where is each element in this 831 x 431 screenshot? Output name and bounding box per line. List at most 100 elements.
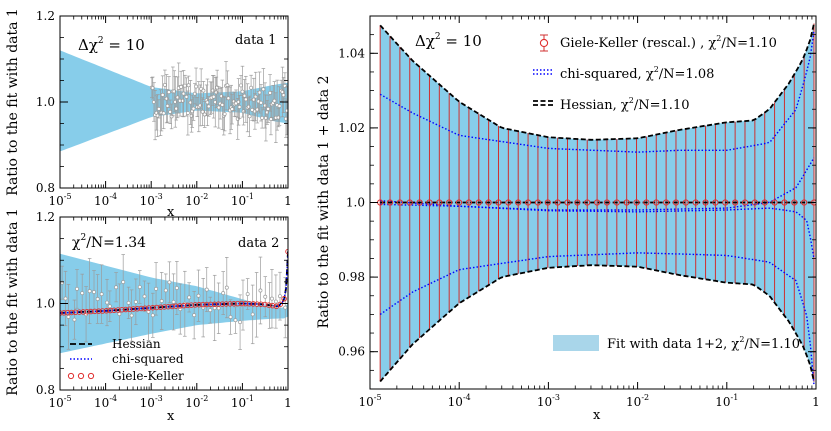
tl-y-tick-label: 1.2	[36, 9, 55, 23]
bl-gk-point	[92, 308, 98, 315]
r-chi-line	[380, 157, 815, 211]
r-gk-point	[682, 199, 689, 206]
bl-gk-point	[161, 304, 168, 310]
tl-data-point	[285, 108, 288, 113]
r-legend-band-swatch	[553, 335, 599, 351]
r-gk-point	[643, 199, 650, 206]
bl-data-point	[233, 318, 238, 323]
r-legend: Giele-Keller (rescal.) , χ2/N=1.10 chi-s…	[533, 34, 800, 352]
bl-gk-point	[281, 296, 287, 302]
r-gk-point	[653, 199, 660, 206]
bl-plot-area	[60, 248, 288, 354]
r-gk-point	[791, 199, 798, 206]
bl-data-point	[63, 296, 68, 301]
bl-x-axis-label: x	[167, 409, 175, 424]
bl-data-point	[187, 295, 192, 300]
bl-data-point	[107, 304, 112, 309]
r-x-tick-label: 10-5	[358, 393, 381, 409]
bl-data-point	[159, 299, 164, 303]
tl-dataset-label: data 1	[235, 33, 276, 48]
tl-y-axis-label: Ratio to the fit with data 1	[5, 8, 21, 196]
bl-data-point	[204, 287, 209, 292]
tl-data-point	[182, 83, 187, 88]
tl-x-tick-label: 10-3	[140, 192, 163, 208]
r-hessian-upper-line	[379, 23, 815, 141]
tl-delta-label: Δχ2 = 10	[78, 36, 145, 54]
tl-data-point	[239, 83, 243, 88]
bl-gk-point	[180, 302, 187, 309]
bl-gk-point	[265, 302, 272, 308]
bl-gk-point	[72, 309, 79, 316]
bl-y-tick-label: 1.2	[36, 210, 55, 224]
bl-chi-label: χ2/N=1.34	[72, 233, 146, 251]
tl-data-point	[259, 100, 263, 105]
r-gk-point	[663, 199, 670, 206]
bl-data-point	[245, 292, 250, 297]
bl-gk-point	[122, 306, 129, 313]
r-chi-line	[379, 252, 815, 386]
bl-data-point	[174, 286, 179, 290]
bl-gk-point	[223, 301, 229, 307]
r-x-tick-label: 10-4	[448, 393, 471, 409]
r-gk-point	[554, 199, 561, 206]
tl-data-point	[266, 106, 271, 111]
r-gk-point	[436, 199, 443, 206]
tl-data-point	[230, 107, 235, 112]
tl-data-point	[215, 85, 220, 90]
r-x-axis-label: x	[593, 408, 601, 423]
bl-gk-point	[126, 306, 133, 313]
bl-data-point	[208, 308, 213, 313]
tl-data-point	[191, 106, 196, 111]
bl-gk-point	[211, 301, 218, 308]
r-gk-point	[781, 199, 788, 206]
bl-data-point	[258, 288, 263, 293]
tl-data-point	[268, 90, 272, 95]
tl-data-point	[201, 88, 206, 93]
bl-x-tick-label: 10-3	[140, 394, 163, 410]
bl-gk-point	[146, 305, 152, 311]
bl-x-tick-label: 10-4	[94, 394, 117, 410]
bl-gk-point	[84, 308, 90, 315]
r-legend-gk-swatch	[539, 34, 549, 52]
r-legend-hessian-label: Hessian, χ2/N=1.10	[560, 96, 689, 113]
tl-x-tick-label: 10-2	[185, 192, 208, 208]
r-x-tick-label: 10-1	[715, 393, 738, 409]
bl-x-tick-label: 10-2	[185, 394, 208, 410]
bl-gk-point	[115, 307, 121, 313]
r-hessian-lower-line	[379, 264, 815, 383]
r-gk-point	[455, 199, 463, 206]
tl-data-point	[161, 111, 166, 116]
bl-y-tick-label: 0.8	[36, 383, 55, 397]
tl-data-point	[237, 105, 242, 109]
bl-data-point	[126, 300, 131, 305]
tl-data-point	[166, 90, 171, 95]
r-chi-line	[379, 30, 815, 153]
r-gk-point	[406, 199, 413, 206]
tl-x-axis-label: x	[167, 205, 175, 220]
bl-data-point	[133, 299, 138, 304]
tl-data-point	[186, 83, 191, 88]
bl-gk-point	[173, 303, 179, 309]
r-y-axis-label: Ratio to the fit with data 1 + data 2	[316, 76, 332, 329]
tl-data-point	[162, 82, 167, 87]
r-gk-point	[475, 199, 482, 206]
bl-gk-point	[130, 306, 137, 312]
bl-data-point	[72, 317, 77, 322]
tl-axes: 10-5 10-4 10-3 10-2 10-1 1 0.8 1.0 1.2	[36, 9, 292, 208]
bl-data-point	[221, 291, 226, 296]
r-legend-chi-swatch	[533, 69, 554, 75]
bl-gk-point	[250, 301, 256, 307]
tl-y-tick-label: 1.0	[36, 95, 55, 109]
r-legend-hessian-swatch	[533, 100, 554, 106]
r-gk-point	[386, 199, 394, 206]
bl-gk-point	[192, 302, 199, 308]
bl-y-tick-label: 1.0	[36, 297, 55, 311]
bl-data-point	[87, 289, 92, 294]
bl-gk-point	[235, 300, 241, 307]
bl-data-point	[114, 285, 119, 290]
tl-data-point	[226, 96, 231, 101]
r-gk-point	[544, 199, 551, 206]
bl-gk-point	[157, 304, 164, 310]
r-gk-point	[593, 199, 601, 206]
bl-data-point	[99, 292, 104, 297]
